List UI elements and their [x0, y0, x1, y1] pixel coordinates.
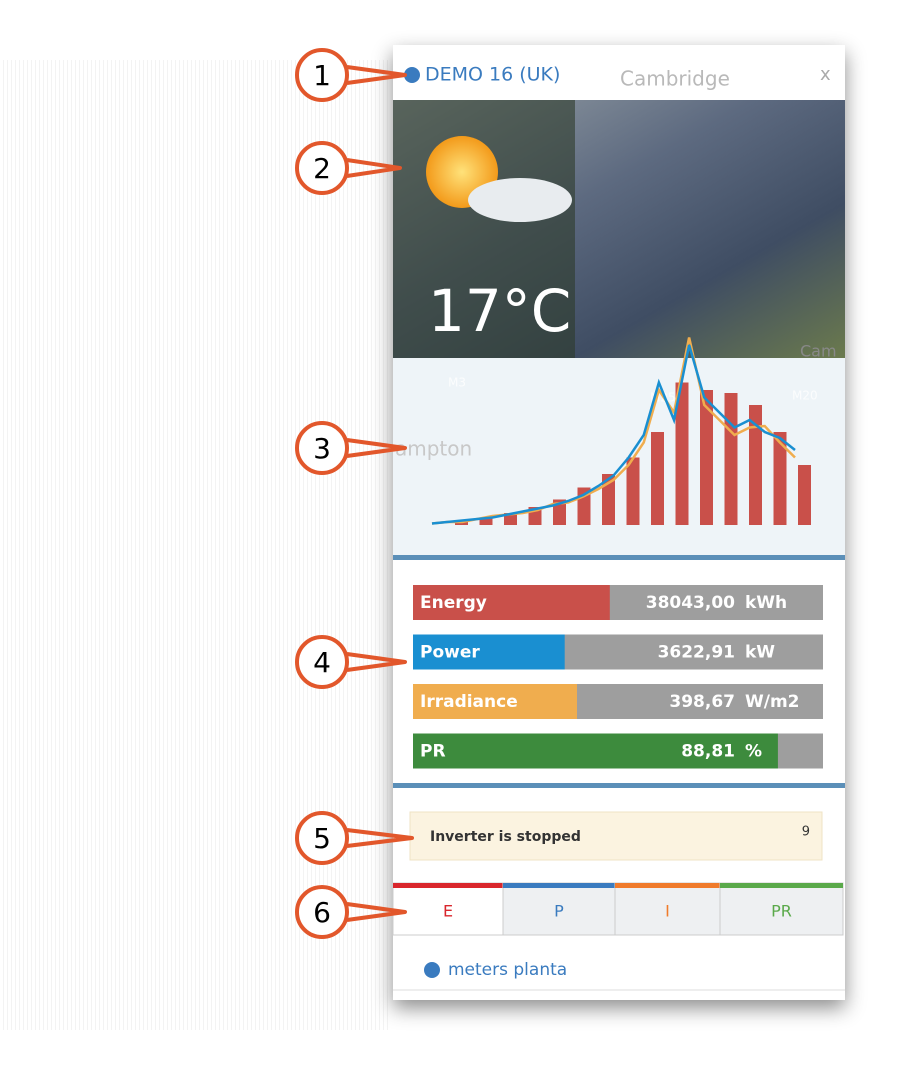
separator [393, 783, 845, 788]
metric-value: 3622,91 [658, 643, 735, 663]
plant-title[interactable]: DEMO 16 (UK) [425, 64, 560, 86]
metric-label: Power [420, 643, 480, 663]
alert-text: Inverter is stopped [430, 829, 581, 845]
chart-bar [651, 432, 664, 525]
tab-indicator [503, 883, 615, 888]
metric-unit: % [745, 742, 762, 762]
tab-label: I [665, 902, 670, 921]
metric-label: Irradiance [420, 692, 518, 712]
metric-value: 88,81 [681, 742, 735, 762]
metric-unit: kWh [745, 593, 787, 613]
map-label: M20 [792, 389, 818, 403]
callout-arrow [347, 160, 400, 176]
chart-bar [749, 405, 762, 525]
map-label: Cam [800, 342, 837, 361]
tab-label: PR [771, 902, 792, 921]
callout-number: 2 [313, 152, 331, 185]
tab-label: P [554, 902, 564, 921]
metric-label: PR [420, 742, 446, 762]
metric-label: Energy [420, 593, 487, 613]
metric-value: 38043,00 [646, 593, 735, 613]
separator [393, 555, 845, 560]
chart-bar [725, 393, 738, 525]
callout-number: 1 [313, 59, 331, 92]
tab-label: E [443, 902, 453, 921]
map-label: M3 [448, 376, 466, 390]
callout-number: 6 [313, 896, 331, 929]
chart-bar [627, 458, 640, 526]
screen: CambridgeDEMO 16 (UK)xCam17°CM3M25M20amp… [0, 0, 901, 1072]
callout-number: 3 [313, 432, 331, 465]
cloud-icon [468, 178, 572, 222]
metric-value: 398,67 [669, 692, 735, 712]
tab-indicator [720, 883, 843, 888]
gauge-icon [424, 962, 440, 978]
chart-bar [798, 465, 811, 525]
tab-indicator [615, 883, 720, 888]
metric-unit: W/m2 [745, 692, 800, 712]
callout-number: 4 [313, 646, 331, 679]
temperature: 17°C [428, 277, 571, 345]
metric-unit: kW [745, 643, 775, 663]
close-button[interactable]: x [820, 64, 831, 85]
page: CambridgeDEMO 16 (UK)xCam17°CM3M25M20amp… [0, 0, 901, 1072]
callout-number: 5 [313, 822, 331, 855]
map-label: Cambridge [620, 67, 730, 91]
alert-count: 9 [802, 825, 810, 840]
footer-link[interactable]: meters planta [448, 960, 567, 980]
tab-indicator [393, 883, 503, 888]
